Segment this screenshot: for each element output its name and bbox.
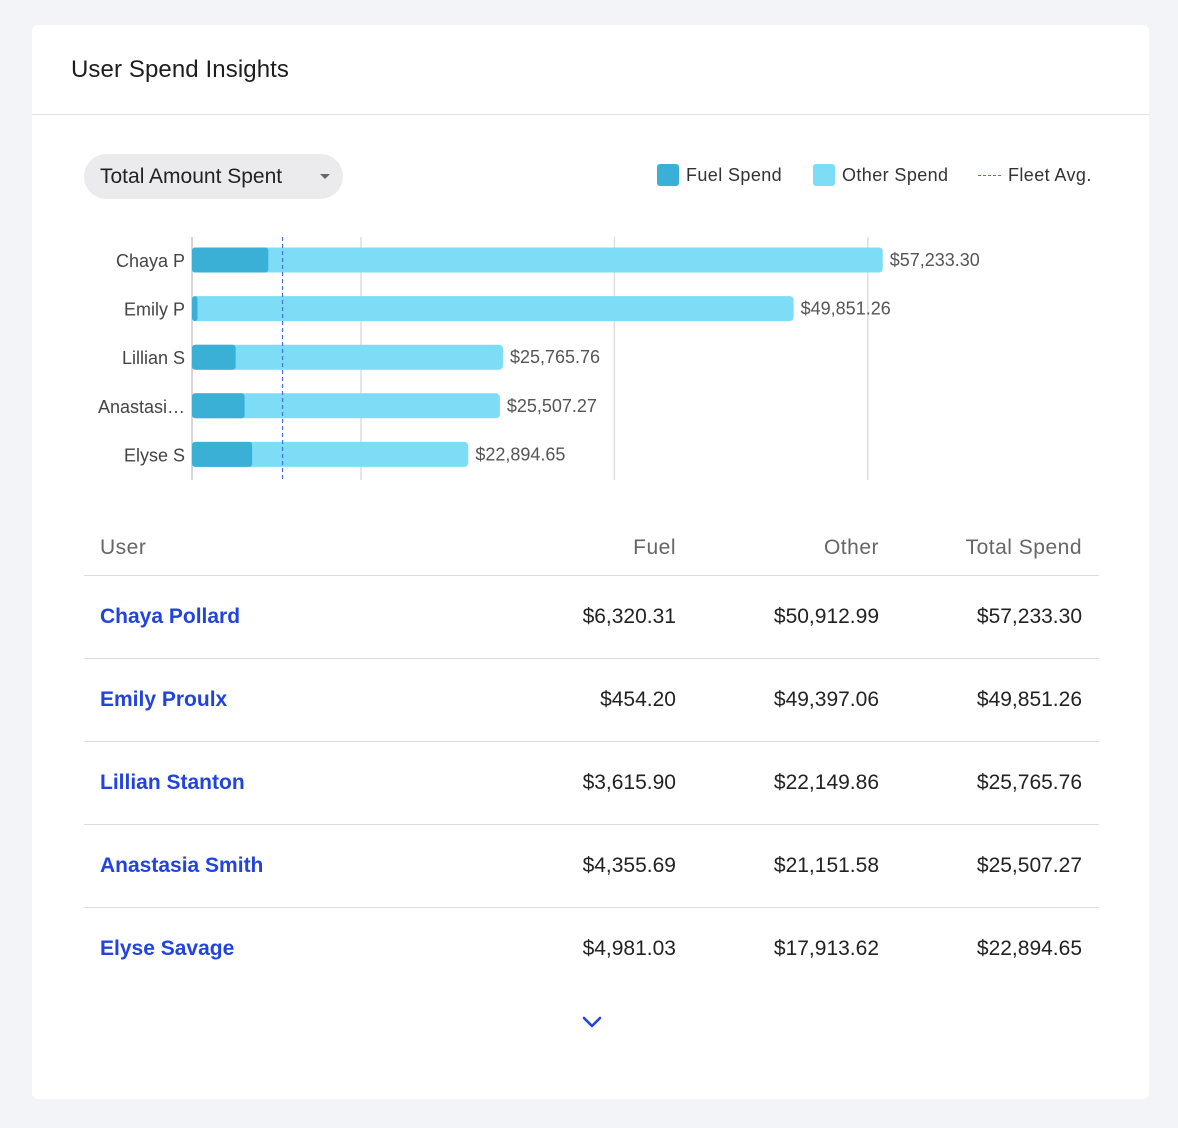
- bar-total-label: $25,765.76: [510, 347, 600, 367]
- fuel-value: $3,615.90: [582, 771, 676, 794]
- bar-total-label: $57,233.30: [890, 250, 980, 270]
- header-other[interactable]: Other: [823, 535, 879, 559]
- table-row: Anastasia Smith $4,355.69 $21,151.58 $25…: [84, 825, 1099, 908]
- legend-other: Other Spend: [813, 163, 948, 187]
- card-header: User Spend Insights: [32, 25, 1149, 115]
- table-row: Elyse Savage $4,981.03 $17,913.62 $22,89…: [84, 908, 1099, 990]
- category-label: Chaya P: [116, 251, 185, 271]
- user-link[interactable]: Elyse Savage: [100, 937, 235, 960]
- bar-fuel-spend: [192, 393, 245, 419]
- header-total-spend[interactable]: Total Spend: [965, 535, 1082, 559]
- user-link[interactable]: Emily Proulx: [100, 688, 228, 711]
- spend-bar-chart: Chaya P $57,233.30 Emily P $49,851.26 Lillia…: [32, 25, 1149, 495]
- table-row: Lillian Stanton $3,615.90 $22,149.86 $25…: [84, 742, 1099, 825]
- other-value: $49,397.06: [773, 688, 879, 711]
- bar-other-spend: [192, 393, 500, 419]
- table-row: Emily Proulx $454.20 $49,397.06 $49,851.…: [84, 659, 1099, 742]
- total-value: $25,765.76: [976, 771, 1082, 794]
- fuel-value: $6,320.31: [582, 605, 676, 628]
- category-label: Lillian S: [122, 348, 185, 368]
- table-header: User Fuel Other Total Spend: [84, 520, 1099, 576]
- legend-fuel: Fuel Spend: [657, 163, 782, 187]
- bar-other-spend: [192, 441, 469, 467]
- category-label: Anastasi…: [98, 397, 185, 417]
- bar-fuel-spend: [192, 296, 198, 322]
- expand-table-button[interactable]: [577, 1010, 607, 1034]
- user-link[interactable]: Lillian Stanton: [100, 771, 245, 794]
- user-link[interactable]: Anastasia Smith: [100, 854, 264, 877]
- bar-other-spend: [192, 296, 794, 322]
- caret-down-icon: [320, 174, 330, 179]
- category-label: Emily P: [124, 300, 185, 320]
- bar-fuel-spend: [192, 247, 269, 273]
- fuel-value: $4,981.03: [582, 937, 676, 960]
- fuel-value: $454.20: [600, 688, 676, 711]
- bar-total-label: $25,507.27: [507, 396, 597, 416]
- total-value: $22,894.65: [976, 937, 1082, 960]
- legend-other-label: Other Spend: [842, 164, 949, 185]
- other-value: $50,912.99: [773, 605, 879, 628]
- other-value: $17,913.62: [773, 937, 879, 960]
- total-value: $49,851.26: [976, 688, 1082, 711]
- legend-fuel-label: Fuel Spend: [686, 164, 783, 185]
- metric-select[interactable]: Total Amount Spent: [84, 154, 343, 199]
- fuel-swatch-icon: [657, 164, 679, 186]
- total-value: $25,507.27: [976, 854, 1082, 877]
- table-row: Chaya Pollard $6,320.31 $50,912.99 $57,2…: [84, 576, 1099, 659]
- other-value: $22,149.86: [773, 771, 879, 794]
- bar-other-spend: [192, 344, 503, 370]
- bar-fuel-spend: [192, 344, 236, 370]
- header-fuel[interactable]: Fuel: [633, 535, 676, 559]
- other-swatch-icon: [813, 164, 835, 186]
- legend-fleet-avg-label: Fleet Avg.: [1008, 164, 1092, 185]
- spend-table: User Fuel Other Total Spend Chaya Pollar…: [84, 520, 1099, 990]
- other-value: $21,151.58: [773, 854, 879, 877]
- bar-other-spend: [192, 247, 883, 273]
- bar-fuel-spend: [192, 441, 253, 467]
- header-user[interactable]: User: [100, 535, 147, 559]
- user-link[interactable]: Chaya Pollard: [100, 605, 241, 628]
- total-value: $57,233.30: [976, 605, 1082, 628]
- dashed-line-icon: [978, 174, 1001, 176]
- card-title: User Spend Insights: [71, 55, 290, 83]
- chevron-down-icon: [582, 1016, 602, 1028]
- fuel-value: $4,355.69: [582, 854, 676, 877]
- metric-select-value: Total Amount Spent: [100, 164, 283, 188]
- bar-total-label: $49,851.26: [801, 299, 891, 319]
- bar-total-label: $22,894.65: [475, 444, 565, 464]
- legend-fleet-avg: Fleet Avg.: [978, 163, 1092, 187]
- user-spend-insights-card: User Spend Insights Total Amount Spent F…: [32, 25, 1149, 1099]
- category-label: Elyse S: [124, 445, 185, 465]
- chart-svg: Chaya P $57,233.30 Emily P $49,851.26 Lillia…: [98, 237, 980, 480]
